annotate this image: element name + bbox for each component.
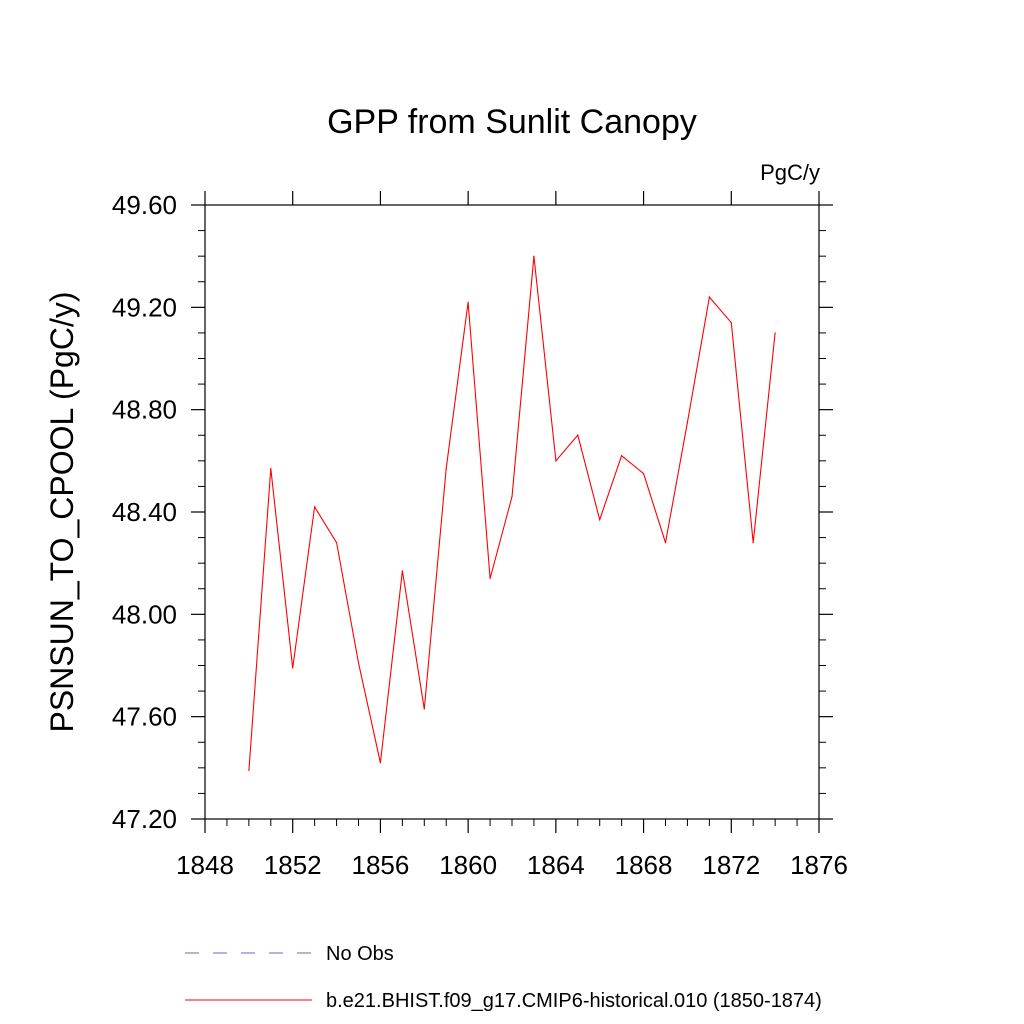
- data-point: [774, 332, 776, 334]
- data-point: [752, 542, 754, 544]
- data-point: [467, 301, 469, 303]
- data-point: [533, 255, 535, 257]
- x-tick-label: 1856: [352, 850, 410, 880]
- y-tick-labels: 47.20 47.60 48.00 48.40 48.80 49.20 49.60: [112, 190, 177, 834]
- y-tick-label: 49.20: [112, 292, 177, 322]
- x-tick-label: 1864: [527, 850, 585, 880]
- axis-ticks: [191, 191, 833, 833]
- y-tick-label: 49.60: [112, 190, 177, 220]
- data-point: [248, 769, 250, 771]
- legend: No Obs b.e21.BHIST.f09_g17.CMIP6-historic…: [185, 943, 822, 1012]
- data-point: [292, 667, 294, 669]
- y-axis-label: PSNSUN_TO_CPOOL (PgC/y): [44, 292, 80, 733]
- x-tick-label: 1876: [790, 850, 848, 880]
- data-point: [314, 506, 316, 508]
- x-tick-label: 1852: [264, 850, 322, 880]
- data-point: [511, 496, 513, 498]
- data-point: [401, 570, 403, 572]
- x-tick-label: 1860: [439, 850, 497, 880]
- x-tick-label: 1868: [615, 850, 673, 880]
- data-point: [335, 542, 338, 544]
- y-tick-label: 47.20: [112, 804, 177, 834]
- x-tick-label: 1872: [702, 850, 760, 880]
- data-point: [489, 577, 491, 580]
- plot-frame: [204, 204, 820, 820]
- data-point: [379, 762, 382, 764]
- data-point: [357, 662, 360, 664]
- data-point: [577, 434, 579, 436]
- data-point: [445, 467, 447, 470]
- data-point: [423, 708, 425, 710]
- legend-label-0: No Obs: [326, 943, 394, 965]
- series-lines: [248, 255, 776, 771]
- x-tick-labels: 1848 1852 1856 1860 1864 1868 1872 1876: [176, 850, 848, 880]
- data-point: [555, 460, 557, 462]
- data-point: [708, 296, 710, 298]
- y-tick-label: 47.60: [112, 702, 177, 732]
- data-point: [686, 421, 689, 424]
- y-tick-label: 48.40: [112, 497, 177, 527]
- data-point: [642, 473, 645, 475]
- legend-label-1: b.e21.BHIST.f09_g17.CMIP6-historical.010…: [326, 990, 822, 1012]
- data-point: [599, 519, 601, 521]
- x-tick-label: 1848: [176, 850, 234, 880]
- data-point: [270, 467, 272, 470]
- y-tick-label: 48.80: [112, 395, 177, 425]
- chart-title: GPP from Sunlit Canopy: [327, 103, 697, 141]
- units-label: PgC/y: [760, 160, 820, 185]
- data-point: [664, 542, 667, 544]
- y-tick-label: 48.00: [112, 599, 177, 629]
- data-point: [730, 322, 732, 324]
- data-point: [621, 455, 623, 457]
- series-line-0: [248, 256, 776, 771]
